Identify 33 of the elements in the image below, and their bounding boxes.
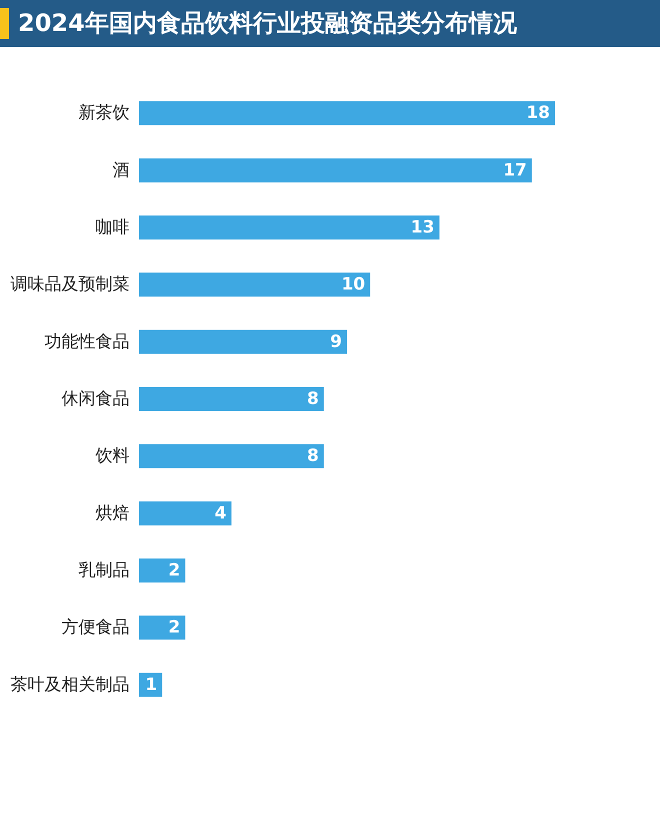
chart-title: 2024年国内食品饮料行业投融资品类分布情况 — [18, 8, 517, 39]
data-label: 13 — [410, 217, 434, 238]
y-tick-label: 茶叶及相关制品 — [10, 674, 130, 695]
y-tick-label: 新茶饮 — [78, 103, 130, 124]
y-tick-label: 调味品及预制菜 — [10, 274, 130, 295]
y-tick-label: 咖啡 — [96, 217, 130, 238]
data-label: 10 — [341, 274, 366, 295]
y-tick-label: 饮料 — [94, 446, 130, 466]
bar — [139, 501, 232, 526]
bar — [139, 444, 324, 468]
bar — [139, 215, 440, 240]
data-label: 8 — [307, 389, 319, 409]
y-tick-label: 方便食品 — [62, 618, 130, 638]
y-tick-label: 烘焙 — [96, 503, 130, 524]
bar — [139, 330, 347, 354]
bar — [139, 272, 370, 297]
data-label: 8 — [307, 446, 319, 466]
data-label: 2 — [168, 560, 180, 581]
y-tick-label: 功能性食品 — [44, 332, 130, 352]
data-label: 18 — [526, 103, 550, 124]
bar — [139, 158, 532, 182]
bar — [139, 558, 186, 583]
data-label: 4 — [214, 503, 227, 524]
y-tick-label: 乳制品 — [78, 560, 130, 581]
data-label: 1 — [145, 674, 158, 695]
y-tick-label: 休闲食品 — [62, 389, 130, 409]
data-label: 2 — [168, 618, 180, 638]
bar — [139, 386, 324, 412]
bar — [139, 616, 186, 640]
bar — [139, 101, 555, 126]
y-tick-label: 酒 — [112, 160, 130, 180]
data-label: 9 — [330, 332, 342, 352]
data-label: 17 — [503, 160, 527, 180]
